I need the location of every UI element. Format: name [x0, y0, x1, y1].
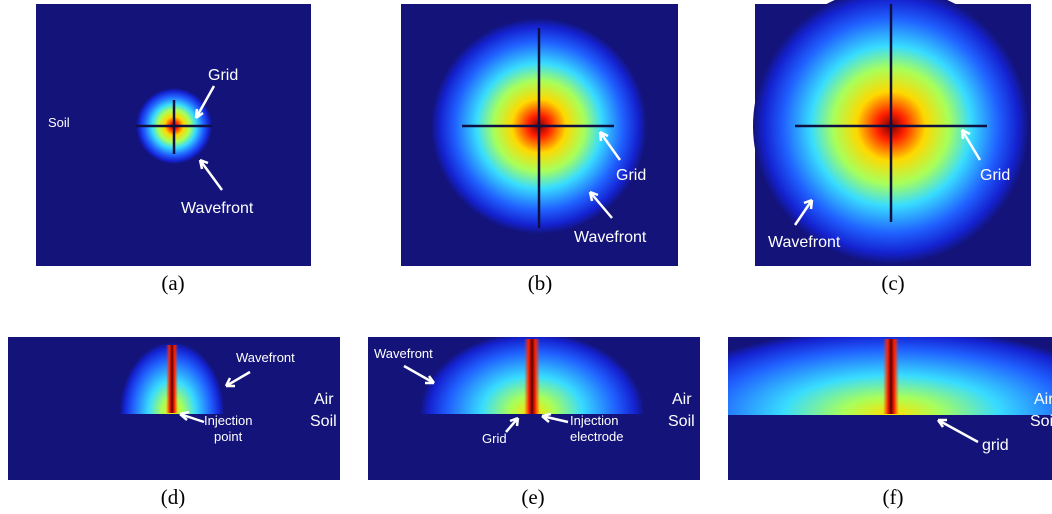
spike	[883, 339, 899, 414]
label: Injection	[204, 413, 252, 428]
label: Wavefront	[768, 234, 841, 251]
spike	[524, 339, 540, 414]
spike	[166, 345, 178, 413]
label: Grid	[208, 67, 238, 84]
label: Grid	[980, 167, 1010, 184]
caption: (b)	[528, 271, 553, 295]
panel-e: Wavefront Air Soil Grid Injection electr…	[368, 332, 700, 509]
label: Air	[314, 391, 334, 408]
panel-a: Soil Grid Wavefront (a)	[36, 4, 311, 295]
panel-b: Grid Wavefront (b)	[401, 4, 678, 295]
caption: (f)	[883, 485, 904, 509]
label: electrode	[570, 429, 623, 444]
label: Grid	[616, 167, 646, 184]
caption: (e)	[521, 485, 544, 509]
label: Soil	[310, 413, 337, 430]
label: Wavefront	[181, 200, 254, 217]
label: Grid	[482, 431, 507, 446]
soil	[368, 414, 700, 480]
label: Air	[1034, 391, 1052, 408]
caption: (a)	[161, 271, 184, 295]
caption: (c)	[881, 271, 904, 295]
soil	[8, 414, 340, 480]
label: Wavefront	[574, 229, 647, 246]
label: Injection	[570, 413, 618, 428]
label: Wavefront	[236, 350, 295, 365]
figure: Soil Grid Wavefront (a) Grid Wavefront (…	[0, 0, 1052, 514]
label: grid	[982, 437, 1009, 454]
label: Soil	[668, 413, 695, 430]
label: point	[214, 429, 243, 444]
panel-f: Air Soil grid (f)	[651, 328, 1052, 509]
panel-d: Wavefront Air Soil Injection point (d)	[8, 337, 340, 509]
caption: (d)	[161, 485, 186, 509]
label: Air	[672, 391, 692, 408]
panel-c: Grid Wavefront (c)	[753, 0, 1031, 295]
label: Soil	[1030, 413, 1052, 430]
label: Wavefront	[374, 346, 433, 361]
label: Soil	[48, 115, 70, 130]
